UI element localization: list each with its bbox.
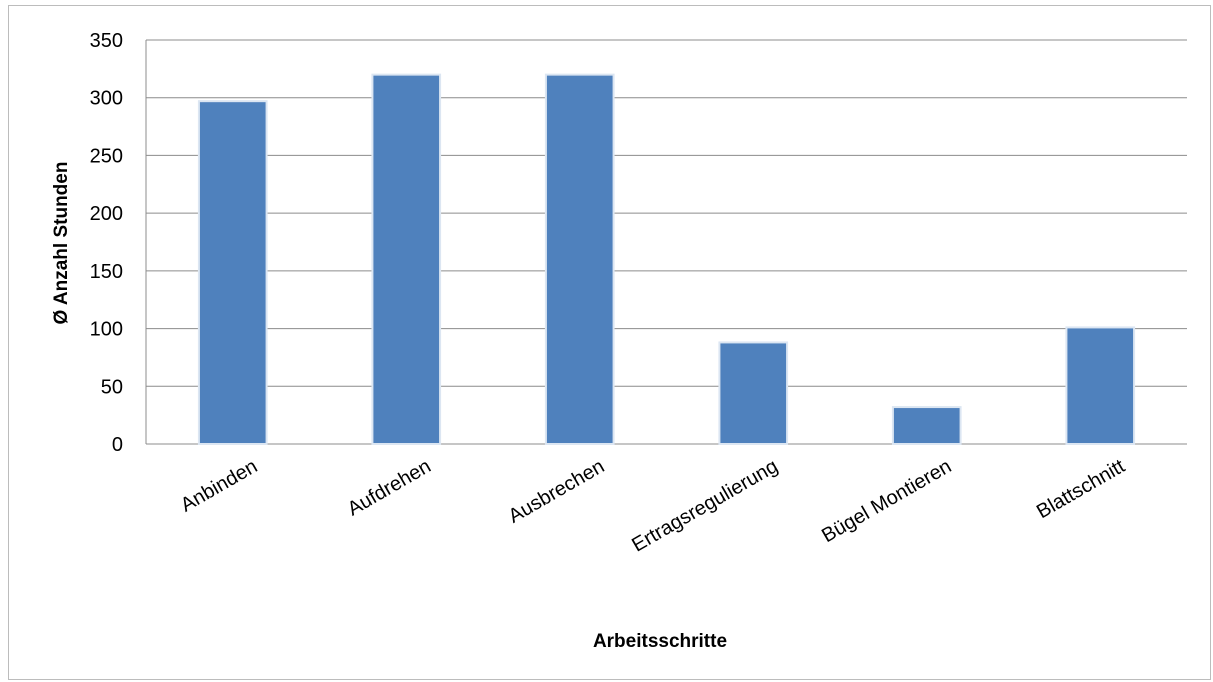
x-tick-label: Anbinden	[177, 455, 261, 516]
bar-blattschnitt	[1065, 326, 1136, 445]
x-tick-label: Bügel Montieren	[818, 455, 955, 547]
x-tick-label: Ausbrechen	[505, 455, 608, 527]
bar-ausbrechen	[544, 73, 615, 445]
bar-ertragsregulierung	[718, 341, 789, 445]
bar-aufdrehen	[371, 73, 442, 445]
y-tick-label: 50	[101, 376, 123, 398]
bar-bügel-montieren	[891, 406, 962, 446]
x-tick-label: Ertragsregulierung	[628, 455, 781, 556]
bars	[197, 73, 1136, 446]
y-tick-label: 150	[90, 261, 123, 283]
bar-anbinden	[197, 100, 268, 445]
x-tick-label: Blattschnitt	[1033, 455, 1129, 523]
y-tick-label: 250	[90, 145, 123, 167]
y-tick-label: 100	[90, 319, 123, 341]
y-tick-label: 300	[90, 88, 123, 110]
x-tick-labels: Anbinden Aufdrehen Ausbrechen Ertragsreguli…	[177, 455, 1129, 557]
y-tick-label: 0	[112, 434, 123, 456]
y-tick-label: 200	[90, 203, 123, 225]
y-tick-label: 350	[90, 30, 123, 52]
y-axis-title: Ø Anzahl Stunden	[51, 162, 72, 325]
x-axis-title: Arbeitsschritte	[593, 631, 727, 652]
y-tick-labels: 0 50 100 150 200 250 300 350	[90, 30, 123, 456]
gridlines	[145, 39, 1187, 445]
x-tick-label: Aufdrehen	[344, 455, 435, 520]
